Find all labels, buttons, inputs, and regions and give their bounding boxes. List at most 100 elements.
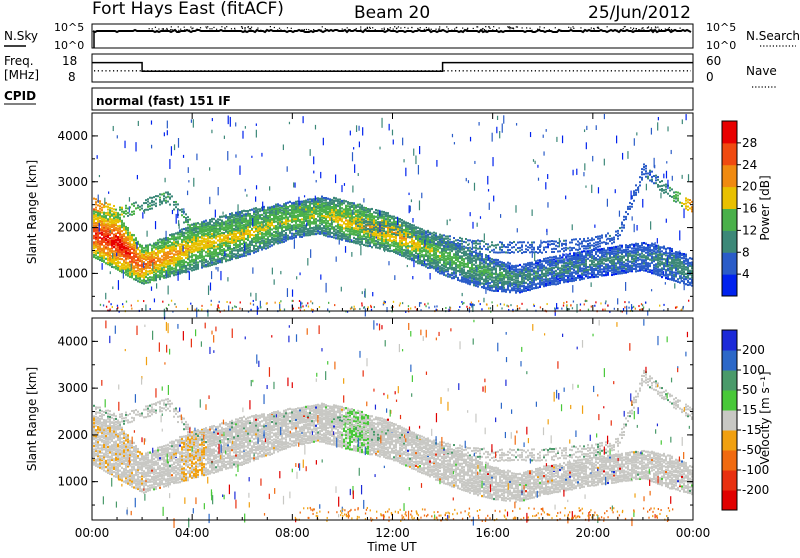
- power-cell: [191, 259, 193, 261]
- power-cell: [219, 230, 221, 232]
- power-cell: [495, 263, 497, 265]
- power-cell: [133, 242, 135, 244]
- power-cell: [125, 257, 127, 259]
- power-cell: [131, 273, 133, 275]
- power-cell: [263, 239, 265, 241]
- power-cell: [303, 208, 305, 210]
- power-cell: [283, 209, 285, 211]
- power-cell: [195, 266, 197, 268]
- power-cell: [127, 266, 129, 268]
- power-cell: [239, 235, 241, 237]
- power-cell: [363, 218, 365, 220]
- power-cell: [513, 273, 515, 275]
- power-cell: [235, 238, 237, 240]
- power-cell: [99, 220, 101, 222]
- power-cell: [471, 257, 473, 259]
- power-cell: [345, 200, 347, 202]
- power-cell: [345, 214, 347, 216]
- power-cell: [425, 265, 427, 267]
- power-cell: [211, 233, 213, 235]
- nsky-point: [499, 27, 500, 28]
- power-cell: [503, 289, 505, 291]
- power-cell: [171, 246, 173, 248]
- power-cell: [315, 225, 317, 227]
- power-cell: [119, 214, 121, 216]
- power-cell: [201, 237, 203, 239]
- power-cell: [337, 234, 339, 236]
- power-cell: [477, 281, 479, 283]
- power-cell: [125, 244, 127, 246]
- nsky-trace: [93, 26, 691, 48]
- power-cell: [325, 228, 327, 230]
- power-cell: [411, 243, 413, 245]
- power-cell: [203, 244, 205, 246]
- power-cell: [355, 220, 357, 222]
- power-cell: [105, 215, 107, 217]
- power-cell: [463, 263, 465, 265]
- power-cell: [409, 258, 411, 260]
- power-cell: [489, 272, 491, 274]
- power-cell: [511, 282, 513, 284]
- power-cell: [131, 246, 133, 248]
- power-cell: [539, 282, 541, 284]
- power-cell: [321, 205, 323, 207]
- power-cell: [541, 263, 543, 265]
- power-cell: [457, 252, 459, 254]
- power-cell: [117, 242, 119, 244]
- power-cell: [99, 217, 101, 219]
- power-cell: [201, 228, 203, 230]
- power-cell: [281, 227, 283, 229]
- power-cell: [495, 261, 497, 263]
- power-cell: [211, 253, 213, 255]
- power-cell: [157, 254, 159, 256]
- power-cell: [123, 216, 125, 218]
- power-cell: [549, 263, 551, 265]
- power-cell: [133, 205, 135, 207]
- power-cell: [515, 287, 517, 289]
- nsky-point: [642, 27, 643, 28]
- power-cell: [121, 220, 123, 222]
- power-cell: [95, 214, 97, 216]
- power-cell: [455, 272, 457, 274]
- power-cell: [449, 276, 451, 278]
- power-cell: [559, 270, 561, 272]
- power-cell: [535, 271, 537, 273]
- power-cell: [415, 261, 417, 263]
- power-cell: [203, 246, 205, 248]
- power-cell: [519, 290, 521, 292]
- power-cell: [523, 263, 525, 265]
- power-cell: [523, 276, 525, 278]
- nsky-point: [488, 30, 489, 31]
- power-cell: [239, 217, 241, 219]
- power-cell: [353, 202, 355, 204]
- power-cell: [539, 267, 541, 269]
- power-cell: [555, 279, 557, 281]
- power-cell: [479, 263, 481, 265]
- power-cell: [437, 236, 439, 238]
- power-cell: [95, 252, 97, 254]
- power-cell: [301, 204, 303, 206]
- power-cell: [189, 266, 191, 268]
- power-cell: [127, 227, 129, 229]
- power-cell: [283, 211, 285, 213]
- power-cell: [499, 264, 501, 266]
- power-cell: [317, 224, 319, 226]
- power-cell: [371, 213, 373, 215]
- power-cell: [195, 254, 197, 256]
- power-cell: [399, 220, 401, 222]
- power-cell: [427, 243, 429, 245]
- power-cell: [245, 254, 247, 256]
- power-cell: [443, 267, 445, 269]
- power-cell: [527, 264, 529, 266]
- power-cell: [533, 267, 535, 269]
- nsky-point: [632, 29, 633, 30]
- power-cell: [491, 250, 493, 252]
- power-cell: [441, 270, 443, 272]
- power-cell: [369, 239, 371, 241]
- power-cell: [325, 224, 327, 226]
- power-cell: [131, 256, 133, 258]
- nsky-point: [231, 28, 232, 29]
- power-cell: [173, 262, 175, 264]
- power-cell: [521, 252, 523, 254]
- power-cell: [105, 246, 107, 248]
